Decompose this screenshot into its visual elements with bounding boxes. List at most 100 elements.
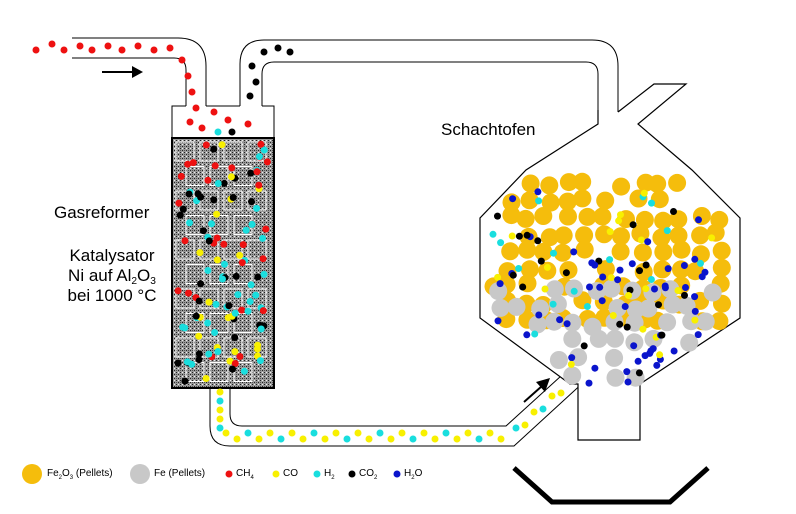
gas-particle — [277, 435, 285, 443]
gas-particle — [616, 266, 624, 274]
fe2o3-pellet — [573, 189, 592, 208]
gas-particle — [563, 320, 571, 328]
gas-particle — [204, 267, 212, 274]
gas-particle — [211, 162, 219, 170]
gas-particle — [647, 276, 655, 283]
fe2o3-pellet — [650, 190, 669, 209]
gas-particle — [214, 348, 222, 355]
legend-co-label: CO — [283, 468, 298, 479]
catalyst-label: Katalysator Ni auf Al2O3 bei 1000 °C — [56, 246, 168, 306]
gas-particle — [262, 225, 270, 233]
ch4-particle — [88, 46, 96, 54]
gas-particle — [226, 357, 234, 365]
gas-particle — [183, 358, 191, 366]
gas-particle — [701, 268, 709, 276]
gas-particle — [681, 291, 688, 299]
gas-particle — [583, 303, 591, 310]
gas-particle — [497, 435, 505, 443]
catalyst-label-line1: Katalysator — [69, 246, 155, 265]
catalyst-cell — [247, 288, 267, 309]
gas-particle — [642, 285, 650, 293]
gas-particle — [228, 128, 236, 136]
catalyst-cell — [185, 215, 205, 235]
gas-particle — [658, 331, 666, 339]
gas-particle — [621, 303, 629, 310]
ch4-particle — [150, 46, 158, 54]
fe2o3-pellet — [573, 172, 592, 191]
gas-particle — [550, 249, 557, 257]
fe-pellet — [677, 296, 696, 315]
gas-particle — [238, 259, 246, 267]
gas-particle — [224, 116, 232, 124]
fe2o3-pellet — [554, 226, 573, 245]
fe2o3-pellet — [596, 260, 615, 279]
gas-particle — [570, 287, 578, 295]
gas-particle — [247, 169, 255, 177]
gas-particle — [591, 261, 599, 269]
fe-pellet — [507, 297, 526, 316]
legend-co-symbol — [272, 470, 280, 478]
gas-particle — [231, 334, 239, 341]
fe2o3-pellet — [501, 242, 520, 261]
gas-particle — [254, 273, 262, 281]
gas-particle — [453, 435, 461, 443]
fe2o3-pellet — [540, 176, 559, 195]
gas-particle — [197, 280, 205, 288]
gas-particle — [195, 356, 203, 364]
catalyst-cell — [223, 141, 243, 162]
ch4-particle — [118, 46, 126, 54]
gas-particle — [184, 160, 192, 168]
gas-particle — [189, 159, 197, 167]
gas-particles — [32, 40, 731, 443]
fe2o3-pellet — [553, 243, 572, 262]
fe-pellet — [528, 315, 547, 334]
gas-particle — [431, 435, 439, 443]
gas-particle — [204, 319, 212, 327]
fe-pellet — [549, 351, 568, 369]
gas-particle — [691, 293, 699, 301]
gas-particle — [205, 350, 213, 358]
gas-particle — [682, 284, 689, 291]
fe2o3-pellet — [520, 191, 539, 210]
gas-particle — [541, 285, 549, 293]
gas-particle — [244, 120, 252, 128]
ch4-particle — [76, 42, 84, 50]
gas-particle — [534, 188, 542, 196]
gas-particle — [218, 141, 226, 149]
gas-particle — [231, 360, 239, 367]
fe2o3-pellet — [534, 242, 553, 261]
gas-particle — [635, 369, 643, 377]
ch4-particle — [32, 46, 40, 54]
gas-particle — [216, 415, 224, 423]
gas-particle — [623, 368, 631, 376]
gas-particle — [231, 348, 239, 356]
gas-particle — [464, 429, 472, 437]
fe2o3-pellet — [558, 192, 577, 211]
gas-particle — [708, 234, 716, 242]
gas-particle — [697, 259, 704, 267]
gas-particle — [365, 435, 373, 443]
gas-particle — [219, 275, 226, 283]
gas-particle — [238, 306, 246, 314]
gas-particle — [606, 228, 614, 236]
gas-particle — [530, 408, 538, 416]
furnace-label: Schachtofen — [441, 120, 536, 139]
fe2o3-pellet — [534, 207, 553, 225]
gas-particle — [266, 429, 274, 437]
gas-particle — [221, 260, 228, 268]
gas-particle — [562, 269, 570, 277]
fe-pellet — [548, 295, 567, 313]
gas-particle — [257, 325, 265, 333]
gas-particle — [202, 141, 210, 149]
gas-particle — [549, 300, 557, 308]
legend-ch4-symbol — [225, 470, 233, 478]
gas-particle — [606, 256, 614, 264]
catalyst-cell — [209, 264, 229, 284]
fe-pellet — [545, 280, 564, 299]
gas-particle — [179, 205, 187, 213]
fe2o3-pellet — [559, 207, 577, 226]
gas-particle — [213, 210, 221, 218]
catalyst-cell — [233, 313, 253, 333]
gas-particle — [535, 311, 543, 319]
gas-particle — [591, 364, 599, 372]
